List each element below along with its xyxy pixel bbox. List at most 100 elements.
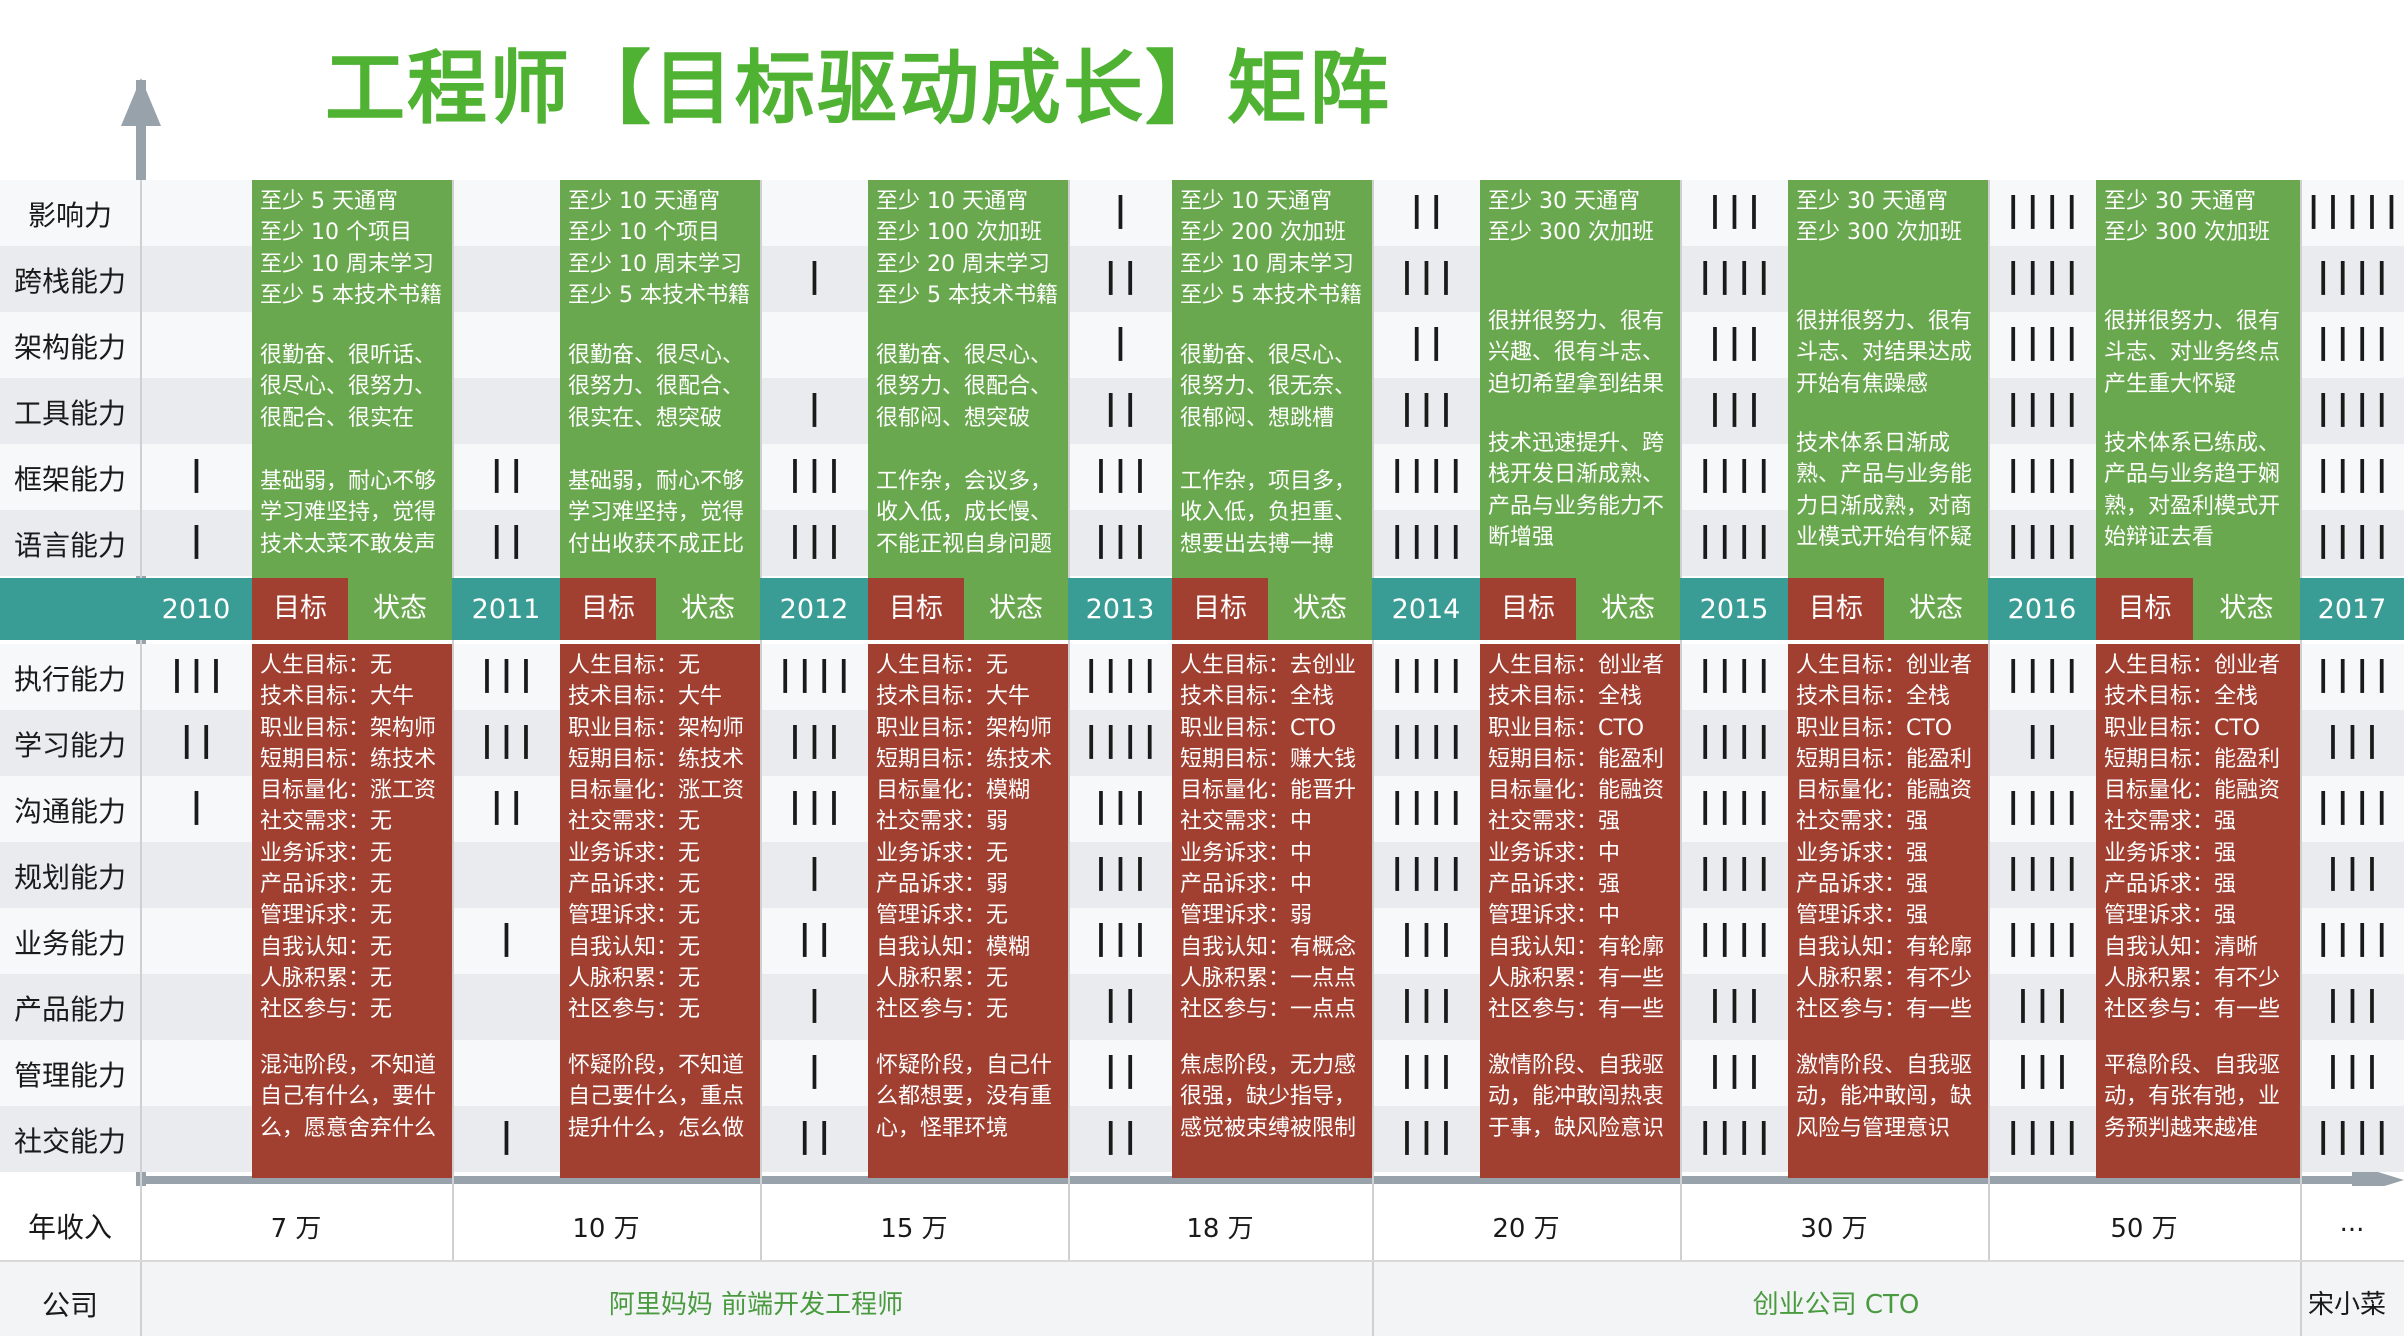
skill-tally: |||| xyxy=(1081,720,1160,760)
company-divider xyxy=(1372,1262,1374,1336)
skill-tally: ||| xyxy=(1396,918,1456,958)
column-divider xyxy=(760,180,762,1260)
year-label: 2014 xyxy=(1391,594,1461,625)
income-divider xyxy=(1680,1186,1682,1260)
status-block xyxy=(1172,180,1372,578)
skill-tally: || xyxy=(1100,1050,1141,1090)
skill-tally: ||| xyxy=(2322,852,2382,892)
company-name: 宋小菜 xyxy=(2308,1290,2387,1320)
skill-tally: ||| xyxy=(166,654,226,694)
status-header: 状态 xyxy=(964,578,1068,640)
status-situation-text: 技术体系已练成、 产品与业务趋于娴 熟，对盈利模式开 始辩证去看 xyxy=(2104,431,2281,550)
status-attitude-text: 很拼很努力、很有 兴趣、很有斗志、 迫切希望拿到结果 xyxy=(1488,309,1665,397)
goal-header: 目标 xyxy=(252,578,348,640)
skill-tally: |||| xyxy=(2313,1116,2392,1156)
skill-tally: |||| xyxy=(1387,454,1466,494)
skill-tally: |||| xyxy=(2003,190,2082,230)
status-block xyxy=(868,180,1068,578)
goal-list-text: 人生目标：创业者 技术目标：全栈 职业目标：CTO 短期目标：能盈利 目标量化：… xyxy=(1488,653,1665,1023)
goal-phase-text: 激情阶段、自我驱 动，能冲敢闯，缺 风险与管理意识 xyxy=(1796,1053,1973,1141)
status-header: 状态 xyxy=(1884,578,1988,640)
ability-label: 影响力 xyxy=(27,199,112,232)
skill-tally: ||| xyxy=(1396,1050,1456,1090)
skill-tally: | xyxy=(804,256,824,296)
income-value: 10 万 xyxy=(572,1214,640,1244)
status-practice-text: 至少 30 天通宵 至少 300 次加班 xyxy=(1796,189,1962,246)
income-divider xyxy=(2300,1186,2302,1260)
skill-tally: |||| xyxy=(2313,918,2392,958)
ability-label: 学习能力 xyxy=(13,729,126,762)
status-situation-text: 工作杂，会议多， 收入低，成长慢、 不能正视自身问题 xyxy=(876,469,1053,557)
status-practice-text: 至少 5 天通宵 至少 10 个项目 至少 10 周末学习 至少 5 本技术书籍 xyxy=(260,189,442,308)
skill-tally: || xyxy=(1100,388,1141,428)
year-label: 2015 xyxy=(1699,594,1769,625)
status-attitude-text: 很拼很努力、很有 斗志、对业务终点 产生重大怀疑 xyxy=(2104,309,2281,397)
goal-list-text: 人生目标：无 技术目标：大牛 职业目标：架构师 短期目标：练技术 目标量化：涨工… xyxy=(260,653,437,1023)
skill-tally: || xyxy=(794,1116,835,1156)
status-practice-text: 至少 10 天通宵 至少 100 次加班 至少 20 周末学习 至少 5 本技术… xyxy=(876,189,1058,308)
column-divider xyxy=(1068,180,1070,1260)
skill-tally: |||| xyxy=(2313,786,2392,826)
status-attitude-text: 很勤奋、很尽心、 很努力、很配合、 很实在、想突破 xyxy=(568,343,745,431)
skill-tally: || xyxy=(1100,984,1141,1024)
skill-tally: || xyxy=(794,918,835,958)
skill-tally: ||| xyxy=(476,720,536,760)
skill-tally: ||| xyxy=(1704,190,1764,230)
skill-tally: |||| xyxy=(1081,654,1160,694)
ability-label: 架构能力 xyxy=(13,331,126,364)
skill-tally: |||| xyxy=(1695,720,1774,760)
skill-tally: |||| xyxy=(1695,852,1774,892)
skill-tally: ||| xyxy=(784,720,844,760)
income-divider xyxy=(1372,1186,1374,1260)
status-block xyxy=(2096,180,2300,578)
timeline-bar-left xyxy=(0,578,140,640)
year-label: 2017 xyxy=(2317,594,2387,625)
page-title: 工程师【目标驱动成长】矩阵 xyxy=(325,42,1391,135)
goal-phase-text: 怀疑阶段，不知道 自己要什么，重点 提升什么，怎么做 xyxy=(568,1053,745,1141)
skill-tally: | xyxy=(186,520,206,560)
skill-tally: |||| xyxy=(2313,454,2392,494)
goal-phase-text: 混沌阶段，不知道 自己有什么，要什 么，愿意舍弃什么 xyxy=(260,1053,437,1141)
skill-tally: |||| xyxy=(2003,786,2082,826)
skill-tally: ||| xyxy=(1396,256,1456,296)
status-attitude-text: 很拼很努力、很有 斗志、对结果达成 开始有焦躁感 xyxy=(1796,309,1973,397)
status-header: 状态 xyxy=(348,578,452,640)
skill-tally: ||| xyxy=(1396,388,1456,428)
skill-tally: ||| xyxy=(2012,984,2072,1024)
skill-tally: |||| xyxy=(2003,256,2082,296)
company-label: 公司 xyxy=(41,1289,98,1322)
goal-block xyxy=(1172,644,1372,1178)
goal-header: 目标 xyxy=(868,578,964,640)
income-row-bg xyxy=(0,1186,2404,1262)
skill-tally: || xyxy=(176,720,217,760)
goal-header: 目标 xyxy=(2096,578,2193,640)
goal-phase-text: 焦虑阶段，无力感 很强，缺少指导， 感觉被束缚被限制 xyxy=(1180,1053,1357,1141)
income-value: 15 万 xyxy=(880,1214,948,1244)
skill-tally: |||| xyxy=(775,654,854,694)
ability-label: 跨栈能力 xyxy=(13,265,126,298)
skill-tally: || xyxy=(1100,1116,1141,1156)
income-value: 50 万 xyxy=(2110,1214,2178,1244)
column-divider xyxy=(1680,180,1682,1260)
year-label: 2011 xyxy=(471,594,541,625)
company-name: 阿里妈妈 前端开发工程师 xyxy=(608,1290,904,1320)
goal-list-text: 人生目标：无 技术目标：大牛 职业目标：架构师 短期目标：练技术 目标量化：涨工… xyxy=(568,653,745,1023)
horizontal-axis-arrow xyxy=(136,1176,2366,1184)
goal-block xyxy=(560,644,760,1178)
skill-tally: ||| xyxy=(784,786,844,826)
skill-tally: || xyxy=(1406,322,1447,362)
column-divider xyxy=(452,180,454,1260)
column-divider xyxy=(140,180,142,1260)
skill-tally: |||| xyxy=(2003,918,2082,958)
status-situation-text: 工作杂，项目多， 收入低，负担重、 想要出去搏一搏 xyxy=(1180,469,1357,557)
skill-tally: | xyxy=(186,786,206,826)
year-label: 2012 xyxy=(779,594,849,625)
skill-tally: |||| xyxy=(2003,520,2082,560)
status-block xyxy=(1788,180,1988,578)
skill-tally: | xyxy=(804,852,824,892)
ability-label: 产品能力 xyxy=(13,993,126,1026)
skill-tally: |||| xyxy=(1387,786,1466,826)
skill-tally: ||| xyxy=(1396,1116,1456,1156)
goal-block xyxy=(1788,644,1988,1178)
status-attitude-text: 很勤奋、很听话、 很尽心、很努力、 很配合、很实在 xyxy=(260,343,437,431)
